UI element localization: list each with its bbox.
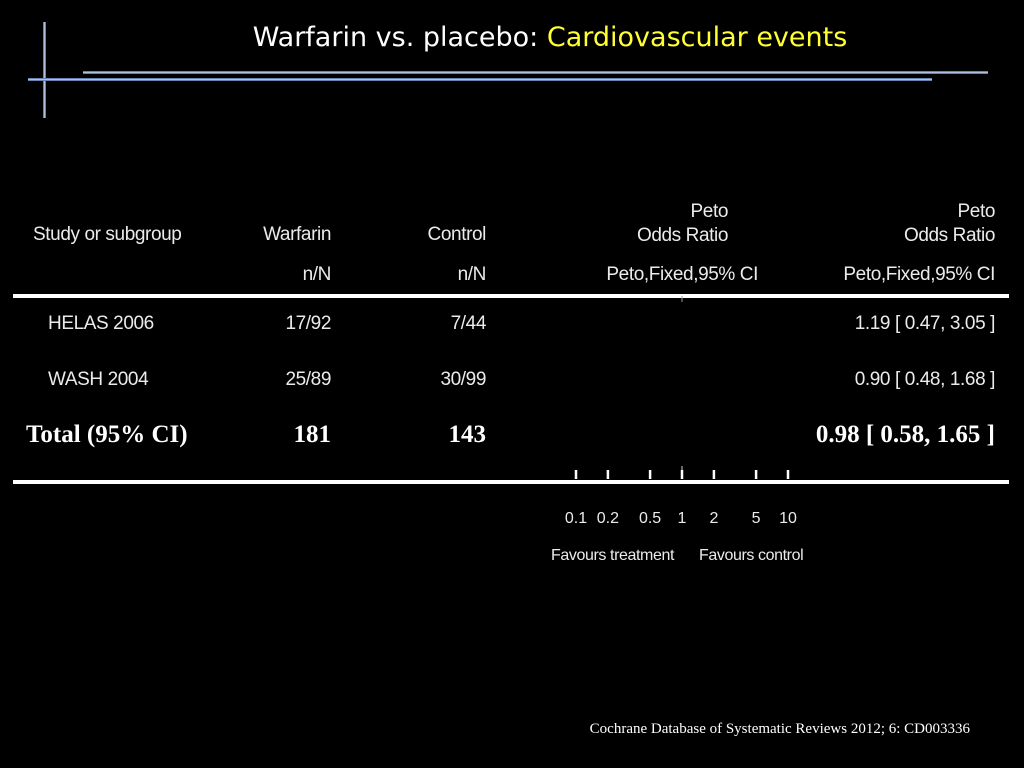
decor-horizontal-line-bottom [28, 78, 932, 81]
header-control-sub: n/N [457, 264, 487, 285]
title-accent: Cardiovascular events [546, 22, 848, 53]
study-treatment: 25/89 [285, 369, 331, 390]
total-treatment: 181 [293, 421, 332, 448]
header-study: Study or subgroup [33, 224, 182, 245]
header-or-line3: Peto,Fixed,95% CI [843, 264, 995, 285]
study-or-ci: 1.19 [ 0.47, 3.05 ] [854, 313, 996, 334]
total-control: 143 [448, 421, 487, 448]
header-control: Control [427, 224, 487, 245]
table-top-rule [13, 294, 1009, 298]
favours-treatment-label: Favours treatment [551, 547, 675, 564]
total-or-ci: 0.98 [ 0.58, 1.65 ] [815, 421, 995, 448]
total-label: Total (95% CI) [26, 421, 188, 448]
study-name: WASH 2004 [48, 369, 149, 390]
study-control: 30/99 [440, 369, 486, 390]
title-main: Warfarin vs. placebo: [252, 22, 539, 53]
axis-tick-label: 0.1 [565, 510, 587, 527]
source-citation: Cochrane Database of Systematic Reviews … [589, 721, 970, 737]
study-treatment: 17/92 [285, 313, 331, 334]
header-plot-line2: Odds Ratio [636, 225, 728, 246]
study-name: HELAS 2006 [48, 313, 154, 334]
axis-tick-label: 10 [779, 510, 797, 527]
slide-title: Warfarin vs. placebo: Cardiovascular eve… [0, 22, 1024, 53]
favours-control-label: Favours control [699, 547, 804, 564]
header-treatment: Warfarin [263, 224, 331, 245]
header-or-line1: Peto [957, 201, 996, 222]
axis-tick-label: 1 [678, 510, 687, 527]
header-plot-line3: Peto,Fixed,95% CI [606, 264, 758, 285]
axis-tick-label: 0.5 [639, 510, 661, 527]
decor-horizontal-line-top [83, 71, 988, 74]
decor-vertical-line [43, 22, 46, 118]
study-or-ci: 0.90 [ 0.48, 1.68 ] [854, 369, 996, 390]
axis-tick-label: 2 [709, 510, 718, 527]
header-treatment-sub: n/N [302, 264, 332, 285]
header-or-line2: Odds Ratio [903, 225, 995, 246]
table-bottom-rule [13, 480, 1009, 484]
header-plot-line1: Peto [690, 201, 729, 222]
study-control: 7/44 [450, 313, 487, 334]
axis-tick-label: 0.2 [597, 510, 619, 527]
axis-tick-label: 5 [752, 510, 761, 527]
